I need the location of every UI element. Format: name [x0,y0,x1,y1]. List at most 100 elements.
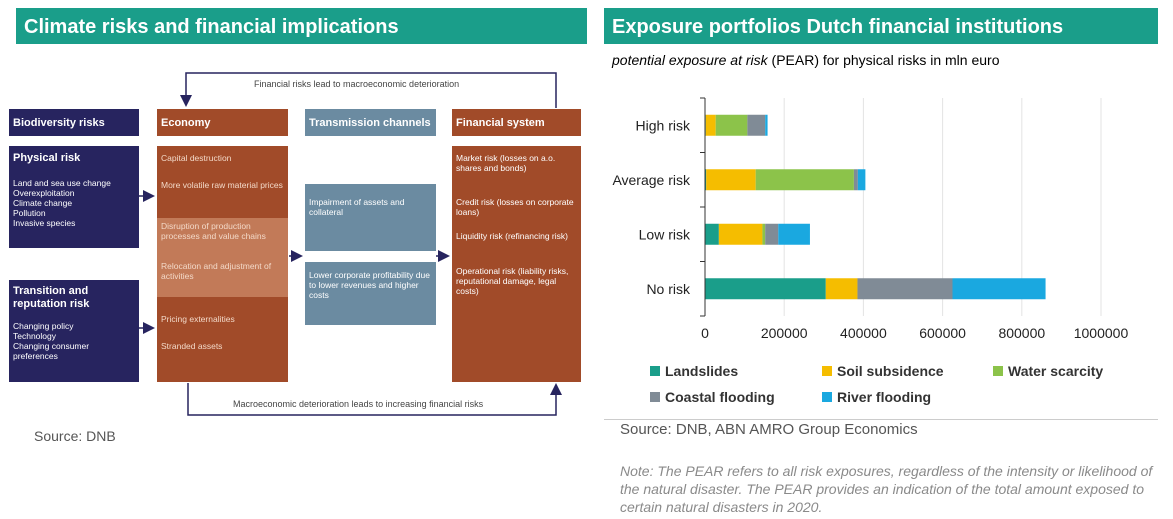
bar-segment [747,114,766,136]
bar-segment [857,278,953,300]
legend-swatch [822,366,832,376]
bar-segment [705,169,707,191]
right-panel-title: Exposure portfolios Dutch financial inst… [604,8,1158,44]
list-item: Market risk (losses on a.o. shares and b… [456,153,556,174]
transition-risk-box: Transition and reputation risk Changing … [9,280,139,382]
list-item: Climate change [13,198,73,209]
list-item: Lower corporate profitability due to low… [309,270,430,301]
list-item: Changing consumer [13,341,90,352]
pear-stacked-bar-chart: High risk Average risk Low risk No risk 0 200… [612,97,1129,341]
bar-segment [853,169,858,191]
legend-swatch [993,366,1003,376]
legend-label: Soil subsidence [837,363,944,379]
legend-label: Landslides [665,363,739,379]
legend-swatch [650,392,660,402]
transmission-title: Transmission channels [309,117,431,129]
list-item: Operational risk (liability risks, reput… [456,266,569,297]
legend-label: River flooding [837,389,932,405]
list-item: Pricing externalities [161,314,235,324]
bar-segment [762,223,766,245]
bar-segment [857,169,866,191]
bar-segment [705,278,826,300]
list-item: Stranded assets [161,341,223,351]
bar-segment [706,169,756,191]
list-item: More volatile raw material prices [161,180,283,190]
bar-segment [705,114,716,136]
left-panel-title: Climate risks and financial implications [16,8,587,44]
legend-swatch [822,392,832,402]
list-item: Capital destruction [161,153,232,163]
category-label: No risk [646,281,691,297]
subtitle-rest: (PEAR) for physical risks in mln euro [767,52,1000,68]
list-item: Liquidity risk (refinancing risk) [456,231,568,241]
list-item: Technology [13,331,57,342]
legend-item: Coastal flooding [650,389,775,405]
financial-system-title: Financial system [456,117,545,129]
divider [604,419,1158,420]
legend-item: Landslides [650,363,738,379]
biodiversity-risks-title: Biodiversity risks [13,117,105,129]
biodiversity-risks-header: Biodiversity risks [9,109,139,136]
x-tick-label: 0 [701,325,709,341]
list-item: Changing policy [13,321,74,331]
economy-highlight [157,218,288,297]
bar-segment [765,114,768,136]
right-source: Source: DNB, ABN AMRO Group Economics [620,421,918,438]
chart-note: Note: The PEAR refers to all risk exposu… [620,463,1153,516]
list-item: Impairment of assets and collateral [309,197,405,218]
legend-swatch [650,366,660,376]
list-item: Pollution [13,208,46,219]
list-item: preferences [13,351,58,362]
legend-item: Soil subsidence [822,363,944,379]
bar-segment [718,223,763,245]
legend-item: Water scarcity [993,363,1103,379]
transition-risk-title: Transition and reputation risk [13,285,135,311]
list-item: Land and sea use change [13,178,111,188]
bar-segment [825,278,858,300]
bar-segment [778,223,810,245]
bar-segment [705,223,719,245]
financial-system-header: Financial system [452,109,581,136]
list-item: Relocation and adjustment of activities [161,261,272,282]
x-tick-label: 800000 [998,325,1045,341]
x-tick-label: 1000000 [1074,325,1129,341]
category-label: Low risk [639,226,691,242]
transition-title-line: Transition and [13,285,89,297]
transition-risk-list: Changing policy Technology Changing cons… [13,321,135,361]
top-feedback-arrow [180,72,557,108]
bottom-flow-label: Macroeconomic deterioration leads to inc… [233,399,484,409]
profitability-box: Lower corporate profitability due to low… [305,262,436,325]
economy-header: Economy [157,109,288,136]
x-tick-label: 600000 [919,325,966,341]
top-flow-label: Financial risks lead to macroeconomic de… [254,79,460,89]
bar-segment [952,278,1046,300]
diagram-connectors [139,72,562,416]
legend-item: River flooding [822,389,931,405]
list-item: Credit risk (losses on corporate loans) [456,197,574,218]
physical-risk-list: Land and sea use change Overexploitation… [13,178,135,228]
category-label: Average risk [612,172,691,188]
bottom-feedback-arrow [187,383,562,416]
list-item: Disruption of production processes and v… [161,221,266,242]
impairment-box: Impairment of assets and collateral [305,184,436,251]
economy-box: Capital destruction More volatile raw ma… [157,146,288,382]
transition-title-line: reputation risk [13,297,90,310]
category-label: High risk [636,117,691,133]
climate-risk-diagram: Financial risks lead to macroeconomic de… [9,72,581,416]
legend-label: Water scarcity [1008,363,1104,379]
subtitle-italic: potential exposure at risk [612,52,768,68]
transmission-header: Transmission channels [305,109,436,136]
physical-risk-title: Physical risk [13,152,81,164]
physical-risk-box: Physical risk Land and sea use change Ov… [9,146,139,248]
economy-title: Economy [161,117,211,129]
financial-system-box: Market risk (losses on a.o. shares and b… [452,146,581,382]
x-tick-label: 400000 [840,325,887,341]
bar-segment [755,169,854,191]
bar-segment [765,223,779,245]
bar-segment [715,114,748,136]
list-item: Invasive species [13,218,76,229]
left-source: Source: DNB [34,428,116,444]
chart-subtitle: potential exposure at risk (PEAR) for ph… [612,52,999,68]
legend-label: Coastal flooding [665,389,775,405]
x-tick-label: 200000 [761,325,808,341]
